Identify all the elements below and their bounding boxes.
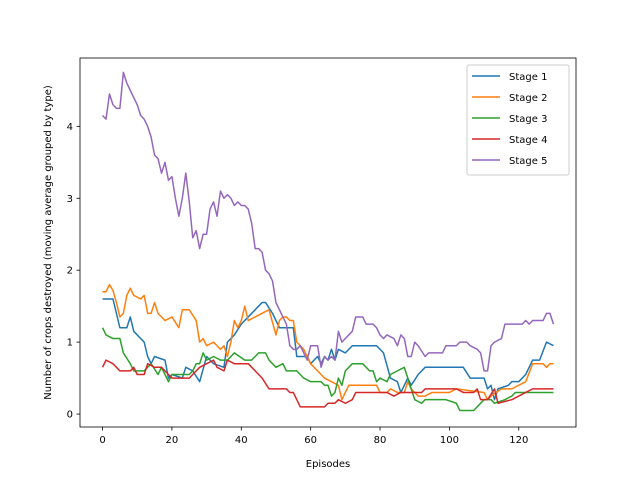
legend-label-stage-2: Stage 2 bbox=[509, 93, 547, 104]
axes-frame bbox=[79, 57, 577, 428]
x-axis-label: Episodes bbox=[306, 459, 350, 470]
x-axis: 0 20 40 60 80 100 120 bbox=[99, 427, 528, 446]
legend: Stage 1 Stage 2 Stage 3 Stage 4 Stage 5 bbox=[466, 64, 570, 176]
plot-area bbox=[101, 71, 555, 412]
y-axis-label: Number of crops destroyed (moving averag… bbox=[43, 85, 54, 400]
x-tick-label: 60 bbox=[304, 435, 317, 446]
legend-label-stage-1: Stage 1 bbox=[509, 72, 547, 83]
series-line-stage-3 bbox=[101, 327, 554, 412]
series-line-stage-1 bbox=[102, 298, 554, 401]
legend-label-stage-5: Stage 5 bbox=[509, 156, 547, 167]
series-line-stage-2 bbox=[102, 283, 554, 401]
x-tick-label: 20 bbox=[166, 435, 179, 446]
y-tick-label: 1 bbox=[67, 338, 73, 349]
legend-label-stage-4: Stage 4 bbox=[509, 135, 547, 146]
y-tick-label: 4 bbox=[67, 122, 73, 133]
series-line-stage-5 bbox=[102, 71, 555, 372]
series-line-stage-4 bbox=[101, 359, 554, 408]
y-tick-label: 0 bbox=[67, 410, 73, 421]
y-axis: 0 1 2 3 4 bbox=[67, 122, 80, 421]
y-tick-label: 2 bbox=[67, 266, 73, 277]
legend-box bbox=[466, 64, 570, 176]
x-tick-label: 80 bbox=[374, 435, 387, 446]
legend-label-stage-3: Stage 3 bbox=[509, 114, 547, 125]
x-tick-label: 100 bbox=[440, 435, 459, 446]
x-tick-label: 120 bbox=[509, 435, 528, 446]
x-tick-label: 40 bbox=[235, 435, 248, 446]
x-tick-label: 0 bbox=[99, 435, 105, 446]
y-tick-label: 3 bbox=[67, 194, 73, 205]
